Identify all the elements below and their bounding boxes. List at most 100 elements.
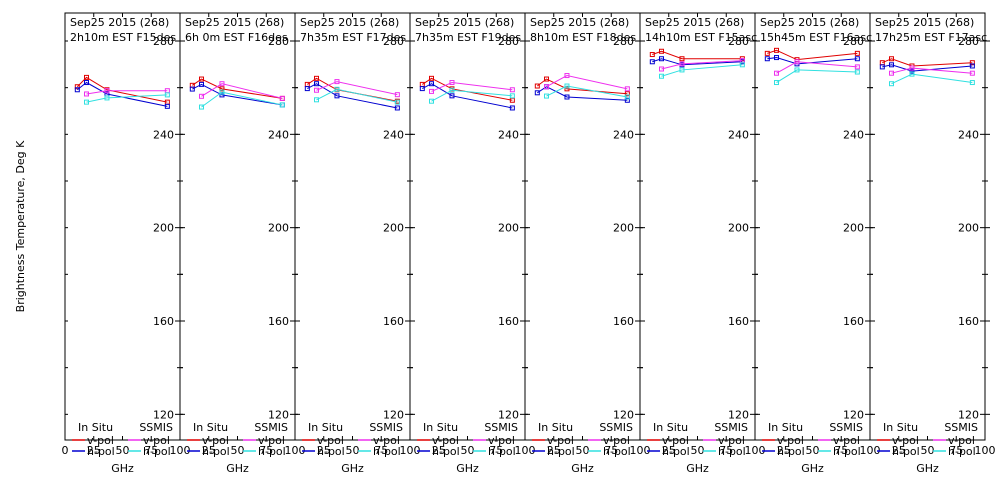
panel-title-date: Sep25 2015 (268)	[415, 16, 514, 29]
data-point	[774, 70, 780, 76]
y-tick-label: 160	[383, 315, 404, 328]
data-point	[84, 80, 90, 86]
data-point	[219, 92, 225, 98]
legend-ssmis-header: SSMIS	[254, 421, 288, 434]
panel-title-time: 7h35m EST F17des	[300, 31, 406, 44]
legend-label: v-pol	[87, 434, 114, 447]
series-line	[537, 86, 628, 101]
data-point	[649, 52, 655, 58]
panel-title-date: Sep25 2015 (268)	[645, 16, 744, 29]
series-line	[767, 49, 858, 61]
data-point	[774, 47, 780, 53]
data-point	[314, 75, 320, 81]
data-point	[534, 83, 540, 89]
y-tick-label: 240	[153, 128, 174, 141]
legend-insitu-header: In Situ	[423, 421, 458, 434]
data-point	[909, 71, 915, 77]
y-tick-label: 280	[958, 35, 979, 48]
data-point	[889, 56, 895, 62]
x-axis-label: GHz	[226, 462, 249, 475]
series-line	[76, 76, 168, 103]
data-point	[679, 61, 685, 67]
data-point	[189, 86, 195, 92]
y-tick-label: 160	[153, 315, 174, 328]
data-point	[429, 75, 435, 81]
x-tick-label: 50	[921, 444, 935, 457]
panel-title-time: 7h35m EST F19des	[415, 31, 521, 44]
x-tick-label: 75	[374, 444, 388, 457]
series-line	[316, 88, 398, 103]
data-point	[889, 81, 895, 87]
legend-label: v-pol	[833, 434, 860, 447]
y-tick-label: 120	[153, 408, 174, 421]
legend-label: h-pol	[833, 445, 861, 458]
series-line	[891, 67, 973, 74]
legend-label: v-pol	[948, 434, 975, 447]
y-tick-label: 160	[498, 315, 519, 328]
legend-label: h-pol	[662, 445, 690, 458]
legend-label: h-pol	[948, 445, 976, 458]
y-tick-label: 200	[613, 222, 634, 235]
panel-title-date: Sep25 2015 (268)	[70, 16, 169, 29]
y-tick-label: 160	[843, 315, 864, 328]
x-tick-label: 75	[834, 444, 848, 457]
data-point	[164, 103, 170, 109]
series-line	[661, 64, 743, 77]
x-axis-label: GHz	[456, 462, 479, 475]
legend-label: v-pol	[317, 434, 344, 447]
x-tick-label: 100	[630, 444, 651, 457]
data-point	[199, 93, 205, 99]
x-axis-label: GHz	[571, 462, 594, 475]
data-point	[509, 87, 515, 93]
series-line	[76, 81, 168, 107]
panel-title-date: Sep25 2015 (268)	[760, 16, 859, 29]
series-line	[776, 69, 858, 83]
data-point	[774, 80, 780, 86]
x-tick-label: 100	[170, 444, 191, 457]
data-point	[449, 80, 455, 86]
y-tick-label: 160	[613, 315, 634, 328]
legend-label: h-pol	[317, 445, 345, 458]
data-point	[74, 84, 80, 90]
data-point	[544, 76, 550, 82]
legend-label: v-pol	[373, 434, 400, 447]
y-tick-label: 280	[613, 35, 634, 48]
data-point	[969, 80, 975, 86]
legend-label: h-pol	[87, 445, 115, 458]
x-tick-label: 25	[662, 444, 676, 457]
y-tick-label: 120	[958, 408, 979, 421]
series-line	[431, 89, 513, 102]
data-point	[854, 56, 860, 62]
data-point	[314, 97, 320, 103]
data-point	[969, 70, 975, 76]
legend-ssmis-header: SSMIS	[944, 421, 978, 434]
panel-title-time: 14h10m EST F15asc	[645, 31, 757, 44]
y-tick-label: 200	[268, 222, 289, 235]
series-line	[652, 58, 743, 66]
panel-title-time: 8h10m EST F18des	[530, 31, 636, 44]
y-tick-label: 160	[958, 315, 979, 328]
legend-label: h-pol	[143, 445, 171, 458]
data-point	[969, 63, 975, 69]
panel-title-time: 2h10m EST F15des	[70, 31, 176, 44]
data-point	[544, 93, 550, 99]
data-point	[534, 90, 540, 96]
data-point	[679, 67, 685, 73]
series-line	[767, 57, 858, 65]
legend-insitu-header: In Situ	[883, 421, 918, 434]
series-line	[537, 78, 628, 95]
legend-label: v-pol	[432, 434, 459, 447]
data-point	[624, 97, 630, 103]
data-point	[219, 81, 225, 87]
data-point	[279, 95, 285, 101]
data-point	[659, 48, 665, 54]
data-point	[74, 87, 80, 93]
legend-label: v-pol	[603, 434, 630, 447]
series-line	[422, 83, 513, 109]
legend-ssmis-header: SSMIS	[369, 421, 403, 434]
y-tick-label: 240	[843, 128, 864, 141]
legend-label: h-pol	[488, 445, 516, 458]
data-point	[104, 95, 110, 101]
series-line	[192, 78, 283, 99]
legend-insitu-header: In Situ	[193, 421, 228, 434]
